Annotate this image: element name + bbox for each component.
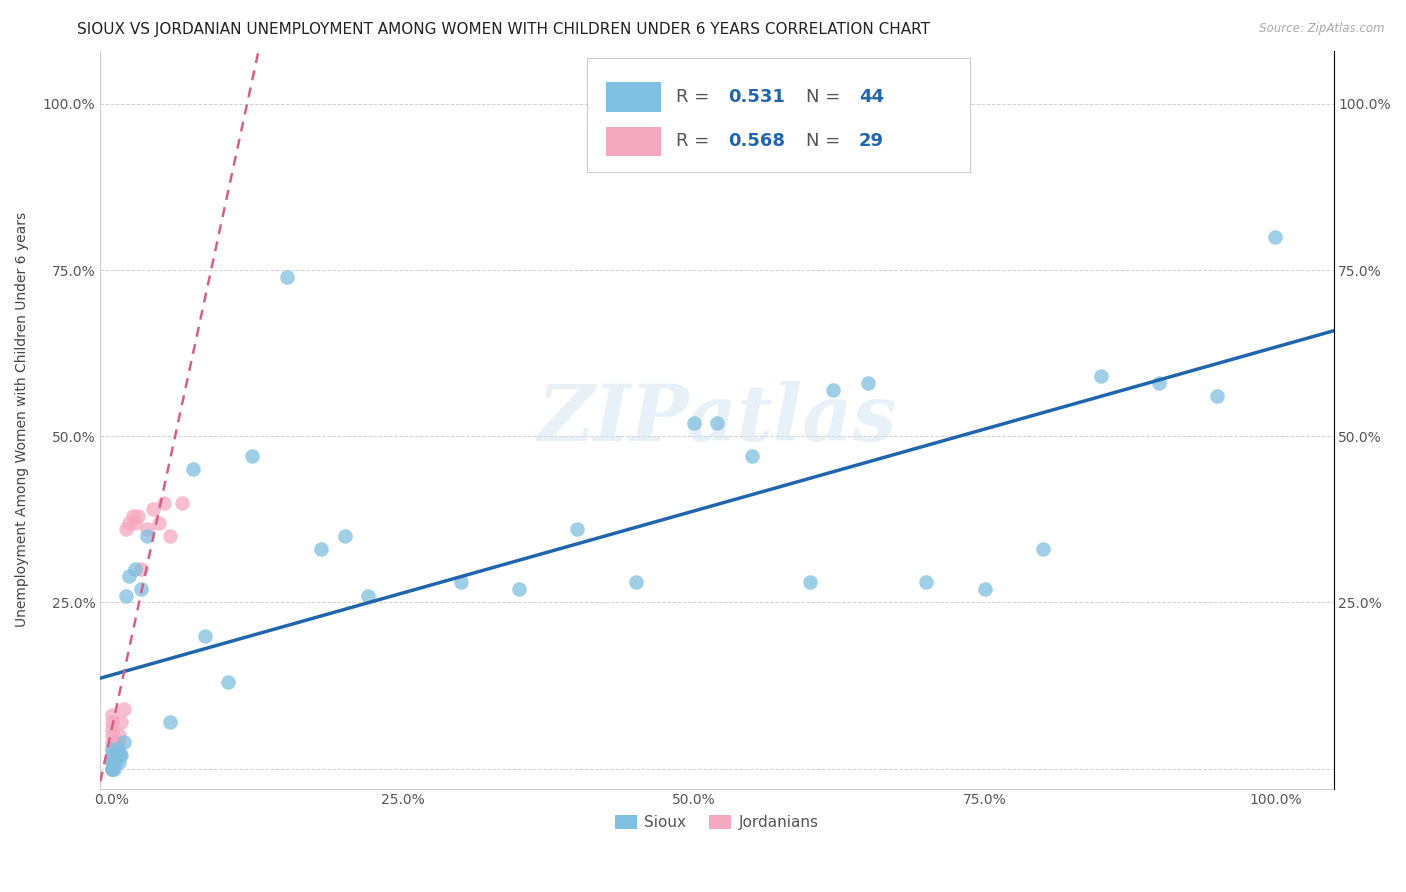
Point [101, 708, 124, 723]
Point [101, 722, 124, 736]
Text: 44: 44 [859, 88, 884, 106]
Point [112, 735, 135, 749]
Point [104, 748, 127, 763]
Point [124, 562, 146, 576]
Point [124, 516, 146, 530]
Point [170, 496, 193, 510]
Point [110, 714, 132, 729]
Point [118, 569, 141, 583]
Point [115, 589, 138, 603]
Text: Source: ZipAtlas.com: Source: ZipAtlas.com [1260, 22, 1385, 36]
Point [115, 522, 138, 536]
FancyBboxPatch shape [606, 127, 661, 156]
Text: 0.531: 0.531 [728, 88, 785, 106]
Point [194, 629, 217, 643]
Point [741, 449, 763, 463]
Point [276, 269, 298, 284]
Point [108, 748, 131, 763]
Point [103, 755, 125, 769]
Point [105, 748, 128, 763]
Point [135, 522, 157, 536]
Point [856, 376, 879, 390]
Point [108, 728, 131, 742]
Point [1264, 229, 1286, 244]
Point [101, 755, 124, 769]
Point [101, 762, 124, 776]
Point [129, 582, 152, 596]
Point [567, 522, 589, 536]
Point [1090, 369, 1112, 384]
Point [129, 562, 152, 576]
Point [122, 508, 145, 523]
Point [159, 529, 181, 543]
Point [110, 748, 132, 763]
Point [107, 741, 129, 756]
Point [101, 741, 124, 756]
FancyBboxPatch shape [606, 82, 661, 112]
Point [1147, 376, 1170, 390]
Point [118, 516, 141, 530]
Text: R =: R = [676, 88, 716, 106]
Point [148, 516, 170, 530]
Point [357, 589, 380, 603]
Text: ZIPatlas: ZIPatlas [537, 382, 897, 458]
Point [915, 575, 938, 590]
Point [104, 755, 127, 769]
Point [142, 502, 165, 516]
Point [823, 383, 845, 397]
Point [624, 575, 647, 590]
Point [217, 675, 239, 690]
Point [240, 449, 263, 463]
Point [450, 575, 472, 590]
Point [183, 462, 205, 476]
Point [101, 762, 124, 776]
Point [706, 416, 728, 430]
Text: 29: 29 [859, 132, 884, 151]
Point [101, 735, 124, 749]
Text: SIOUX VS JORDANIAN UNEMPLOYMENT AMONG WOMEN WITH CHILDREN UNDER 6 YEARS CORRELAT: SIOUX VS JORDANIAN UNEMPLOYMENT AMONG WO… [77, 22, 931, 37]
Point [159, 714, 181, 729]
Point [105, 741, 128, 756]
Text: N =: N = [806, 88, 846, 106]
Point [108, 755, 131, 769]
Point [107, 735, 129, 749]
Point [101, 748, 124, 763]
Point [127, 508, 149, 523]
Point [311, 542, 333, 557]
Point [101, 748, 124, 763]
Point [112, 702, 135, 716]
Point [135, 529, 157, 543]
Point [682, 416, 704, 430]
Point [101, 762, 124, 776]
Point [153, 496, 176, 510]
Point [101, 714, 124, 729]
Point [101, 728, 124, 742]
Point [333, 529, 356, 543]
Point [508, 582, 530, 596]
Legend: Sioux, Jordanians: Sioux, Jordanians [609, 808, 824, 836]
Point [1206, 389, 1229, 403]
Text: R =: R = [676, 132, 716, 151]
Text: N =: N = [806, 132, 846, 151]
Point [973, 582, 995, 596]
Point [103, 762, 125, 776]
Y-axis label: Unemployment Among Women with Children Under 6 years: Unemployment Among Women with Children U… [15, 212, 30, 627]
Point [101, 762, 124, 776]
Text: 0.568: 0.568 [728, 132, 785, 151]
Point [799, 575, 821, 590]
Point [1032, 542, 1054, 557]
FancyBboxPatch shape [588, 58, 970, 172]
Point [101, 755, 124, 769]
Point [101, 741, 124, 756]
